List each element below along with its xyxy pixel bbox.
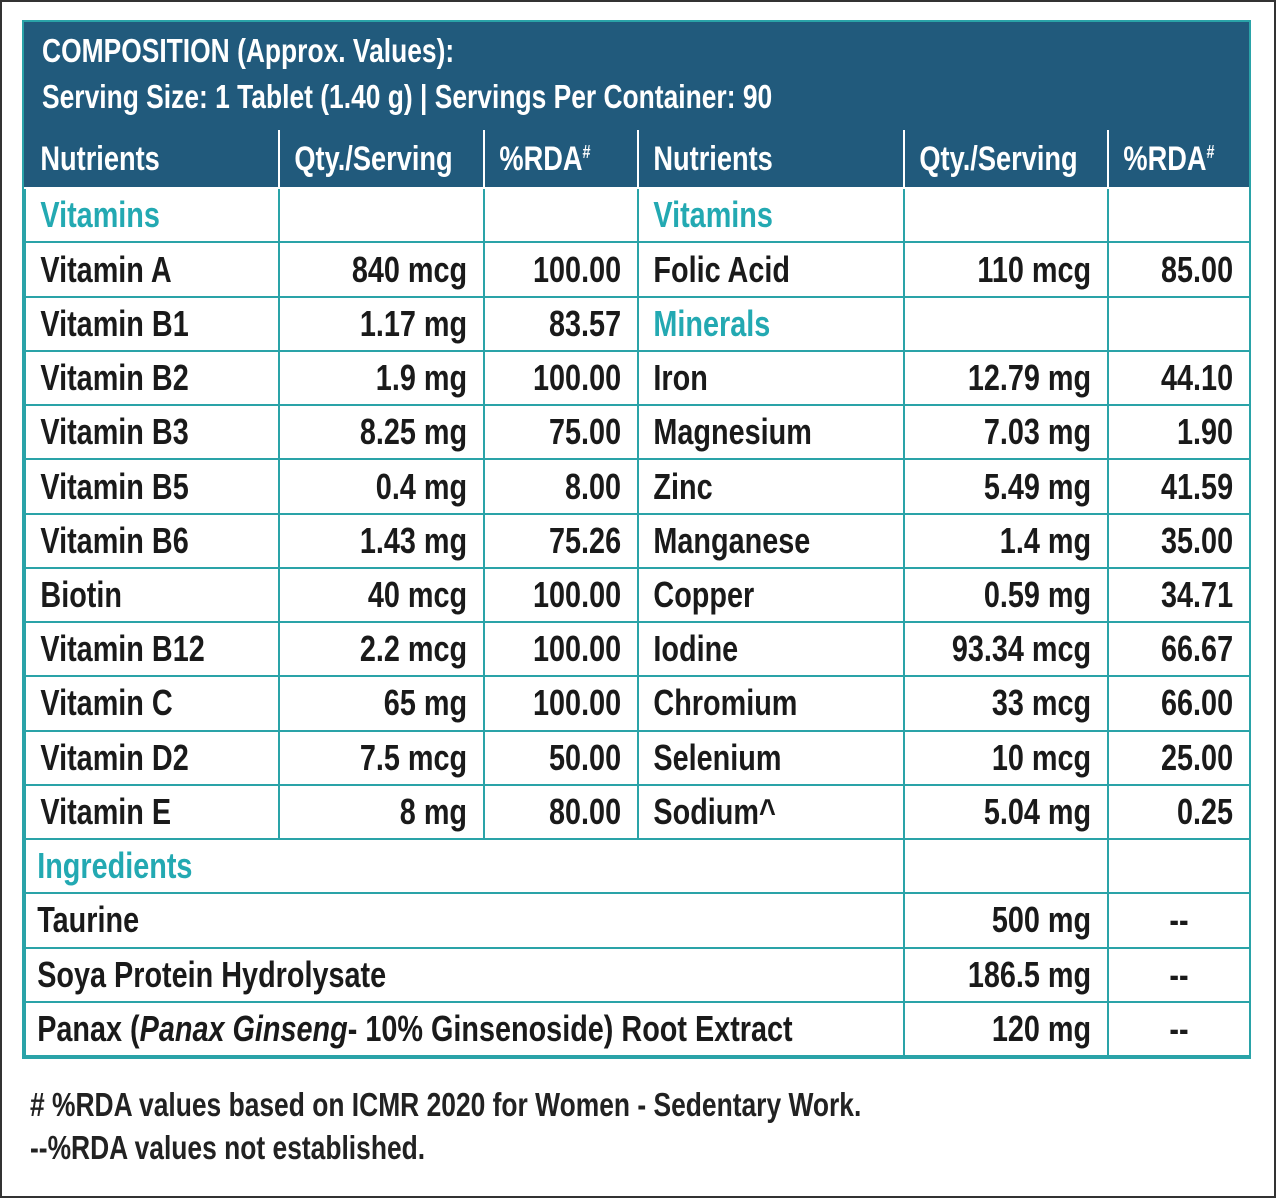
- column-header-row: Nutrients Qty./Serving %RDA# Nutrients Q…: [24, 129, 1249, 190]
- section-label-vitamins: Vitamins: [24, 187, 280, 244]
- ingredient-row: Panax (Panax Ginseng- 10% Ginsenoside) R…: [24, 1000, 1249, 1057]
- footnote-rda-not-established: --%RDA values not established.: [30, 1129, 426, 1166]
- table-row: Vitamin E 8 mg 80.00 Sodium^ 5.04 mg 0.2…: [24, 783, 1249, 841]
- table-row: Vitamin B1 1.17 mg 83.57 Minerals: [24, 295, 1249, 352]
- ingredient-row: Taurine 500 mg --: [24, 892, 1249, 949]
- serving-info: Serving Size: 1 Tablet (1.40 g) | Servin…: [42, 78, 773, 115]
- table-row: Vitamin B6 1.43 mg 75.26 Manganese 1.4 m…: [24, 512, 1249, 569]
- section-row-ingredients: Ingredients: [24, 838, 1249, 895]
- footnote-rda-basis: # %RDA values based on ICMR 2020 for Wom…: [30, 1086, 862, 1123]
- table-row: Vitamin C 65 mg 100.00 Chromium 33 mcg 6…: [24, 675, 1249, 732]
- table-row: Vitamin B3 8.25 mg 75.00 Magnesium 7.03 …: [24, 404, 1249, 461]
- table-row: Vitamin A 840 mcg 100.00 Folic Acid 110 …: [24, 241, 1249, 298]
- col-nutrients-2: Nutrients: [637, 129, 905, 190]
- table-row: Biotin 40 mcg 100.00 Copper 0.59 mg 34.7…: [24, 566, 1249, 624]
- col-rda: %RDA#: [483, 129, 639, 190]
- col-qty: Qty./Serving: [278, 129, 485, 190]
- table-row: Vitamin B5 0.4 mg 8.00 Zinc 5.49 mg 41.5…: [24, 458, 1249, 515]
- composition-table: Nutrients Qty./Serving %RDA# Nutrients Q…: [24, 129, 1249, 1057]
- section-label-vitamins-2: Vitamins: [637, 187, 905, 244]
- section-row-vitamins: Vitamins Vitamins: [24, 187, 1249, 244]
- table-row: Vitamin B2 1.9 mg 100.00 Iron 12.79 mg 4…: [24, 349, 1249, 407]
- table-row: Vitamin B12 2.2 mcg 100.00 Iodine 93.34 …: [24, 621, 1249, 678]
- composition-title: COMPOSITION (Approx. Values):: [42, 32, 455, 69]
- section-label-ingredients: Ingredients: [24, 838, 905, 895]
- ingredient-row: Soya Protein Hydrolysate 186.5 mg --: [24, 946, 1249, 1003]
- col-rda-2: %RDA#: [1107, 129, 1249, 190]
- footnotes: # %RDA values based on ICMR 2020 for Wom…: [30, 1086, 1069, 1172]
- table-row: Vitamin D2 7.5 mcg 50.00 Selenium 10 mcg…: [24, 729, 1249, 786]
- composition-header: COMPOSITION (Approx. Values): Serving Si…: [24, 22, 1249, 130]
- section-label-minerals: Minerals: [637, 295, 905, 352]
- col-nutrients: Nutrients: [24, 129, 280, 190]
- col-qty-2: Qty./Serving: [903, 129, 1109, 190]
- composition-panel: COMPOSITION (Approx. Values): Serving Si…: [22, 20, 1251, 1059]
